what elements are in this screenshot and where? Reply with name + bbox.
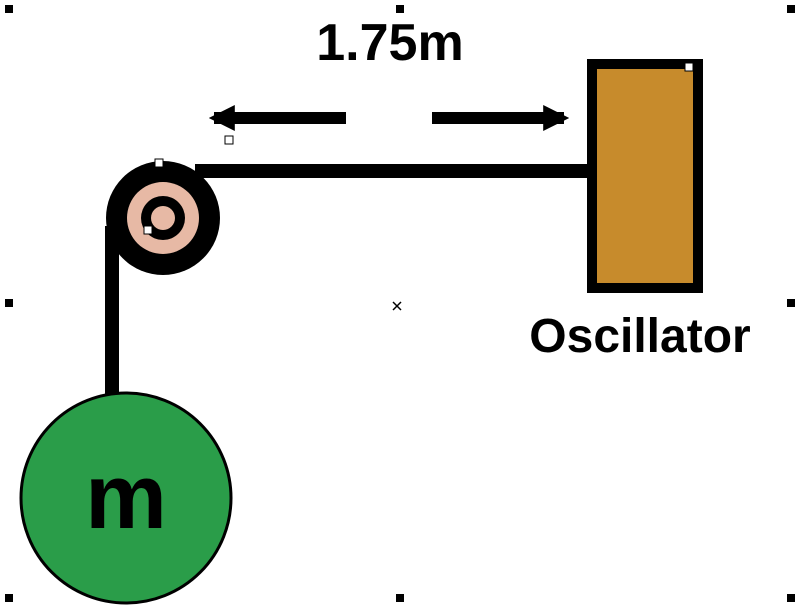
object-handle[interactable] bbox=[225, 136, 233, 144]
object-handle[interactable] bbox=[685, 63, 693, 71]
selection-handle[interactable] bbox=[787, 299, 795, 307]
object-handle[interactable] bbox=[155, 159, 163, 167]
selection-handle[interactable] bbox=[396, 5, 404, 13]
selection-handle[interactable] bbox=[787, 5, 795, 13]
selection-handle[interactable] bbox=[5, 299, 13, 307]
object-handle[interactable] bbox=[144, 226, 152, 234]
selection-handle[interactable] bbox=[5, 5, 13, 13]
oscillator-label: Oscillator bbox=[529, 310, 750, 363]
pulley-center bbox=[151, 206, 175, 230]
selection-handle[interactable] bbox=[396, 594, 404, 602]
oscillator-box bbox=[592, 64, 698, 288]
mass-label: m bbox=[85, 446, 167, 548]
selection-handle[interactable] bbox=[787, 594, 795, 602]
selection-handle[interactable] bbox=[5, 594, 13, 602]
distance-label: 1.75m bbox=[316, 14, 463, 72]
